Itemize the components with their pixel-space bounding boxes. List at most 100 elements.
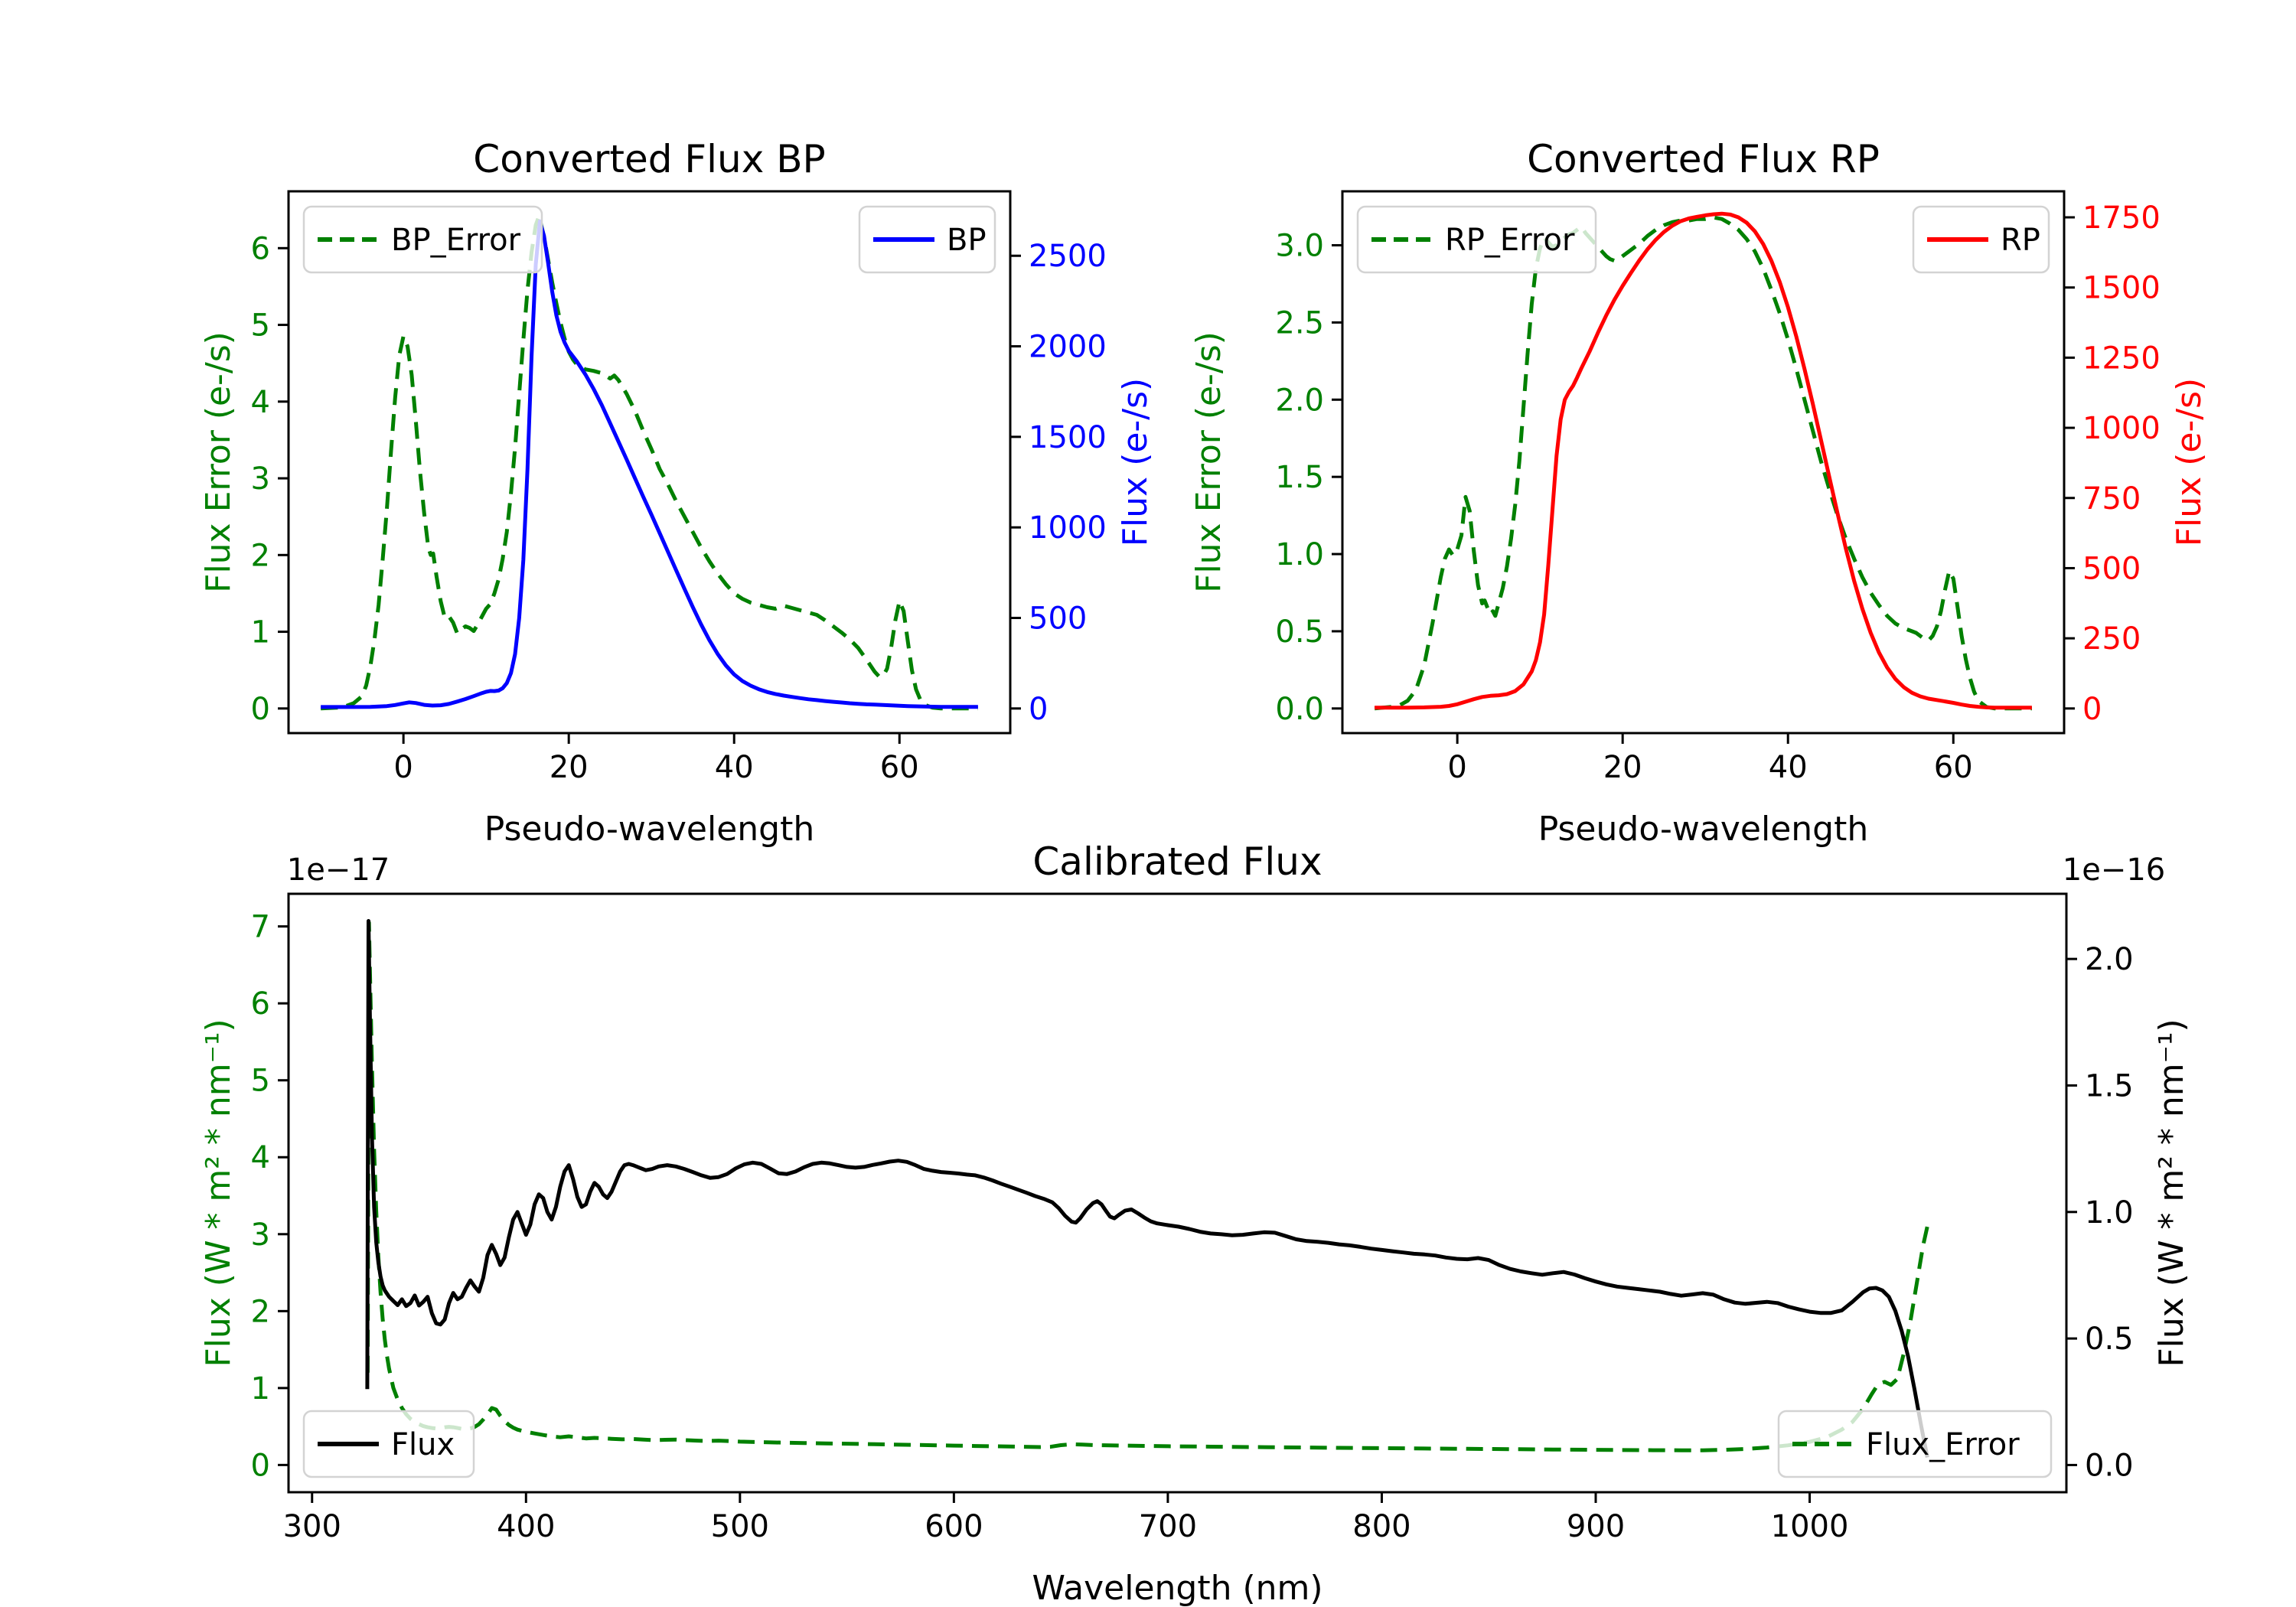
legend-label: RP_Error [1445, 223, 1575, 258]
rp-y-axis-label-right: Flux (e-/s) [2170, 378, 2209, 546]
legend-label: BP [947, 223, 987, 258]
rp-y-tick-label-left: 1.0 [1275, 537, 1324, 572]
cal-y-tick-label-left: 4 [251, 1140, 270, 1175]
rp-x-axis-label: Pseudo-wavelength [1538, 810, 1869, 849]
bp-y-tick-label-left: 1 [251, 615, 270, 650]
legend-rp-error: RP_Error [1356, 205, 1597, 274]
bp-y-tick-label-left: 3 [251, 461, 270, 497]
cal-offset-text-right: 1e−16 [2063, 852, 2165, 888]
cal-y-tick-label-right: 1.5 [2085, 1068, 2134, 1103]
cal-y-tick-label-right: 0.5 [2085, 1322, 2134, 1357]
cal-y-tick-label-left: 0 [251, 1448, 270, 1483]
bp-x-tick-label: 40 [715, 750, 754, 785]
rp-y-tick-label-right: 1750 [2082, 200, 2161, 236]
rp-y-tick-label-left: 2.5 [1275, 305, 1324, 341]
rp-error-curve [1374, 215, 2032, 711]
legend-frame [302, 1410, 475, 1478]
cal-x-tick-label: 1000 [1771, 1509, 1849, 1544]
bp-y-tick-label-left: 5 [251, 308, 270, 344]
bp-y-tick-label-left: 2 [251, 538, 270, 573]
cal-x-tick-label: 900 [1567, 1509, 1625, 1544]
bp-curves [320, 214, 978, 711]
legend-frame [1356, 205, 1597, 274]
subplot-bp: 0 20 40 60012345605001000150020002500Conver… [199, 137, 1155, 849]
cal-x-axis-label: Wavelength (nm) [1032, 1569, 1322, 1607]
legend-label: Flux_Error [1866, 1427, 2020, 1462]
legend-rp: RP [1912, 205, 2050, 274]
cal-x-tick-label: 600 [925, 1509, 983, 1544]
flux-curve [365, 919, 1929, 1458]
bp-y-tick-label-right: 1000 [1029, 510, 1107, 546]
rp-x-tick-label: 0 [1447, 750, 1466, 785]
rp-plot-area [1342, 191, 2064, 733]
bp-y-tick-label-left: 6 [251, 231, 270, 266]
cal-x-tick-label: 300 [283, 1509, 341, 1544]
rp-y-tick-label-right: 1000 [2082, 411, 2161, 446]
cal-y-tick-label-left: 6 [251, 986, 270, 1022]
bp-error-curve [320, 214, 978, 711]
legend-flux-error: Flux_Error [1777, 1410, 2053, 1478]
legend-bp-error: BP_Error [302, 205, 543, 274]
cal-spines [287, 892, 2068, 1494]
bp-y-tick-label-right: 500 [1029, 601, 1087, 637]
bp-x-tick-label: 60 [880, 750, 919, 785]
bp-spines [287, 190, 1012, 735]
rp-y-tick-label-right: 750 [2082, 481, 2141, 517]
bp-y-tick-label-left: 0 [251, 692, 270, 727]
rp-curve [1375, 211, 2032, 710]
subplot-cal: 300 400 500 600 700 800 900 1000 0 1 2 3 4 5 6 7 0.0 0.5 1… [199, 839, 2191, 1607]
rp-x-tick-label: 60 [1934, 750, 1973, 785]
rp-y-tick-label-left: 1.5 [1275, 460, 1324, 495]
rp-y-tick-label-right: 1500 [2082, 271, 2161, 306]
cal-x-tick-label: 700 [1139, 1509, 1197, 1544]
bp-y-tick-label-left: 4 [251, 385, 270, 420]
rp-y-tick-label-left: 3.0 [1275, 229, 1324, 264]
cal-y-tick-label-left: 2 [251, 1294, 270, 1329]
rp-y-tick-label-left: 0.0 [1275, 692, 1324, 727]
cal-y-axis-label-right: Flux (W * m² * nm⁻¹) [2152, 1019, 2191, 1367]
legend-frame [302, 205, 543, 274]
rp-curves [1374, 211, 2032, 711]
bp-y-tick-label-right: 2500 [1029, 239, 1107, 274]
bp-y-tick-label-right: 0 [1029, 692, 1048, 727]
cal-y-tick-label-right: 0.0 [2085, 1448, 2134, 1483]
legend-bp: BP [858, 205, 996, 274]
rp-y-tick-label-right: 0 [2082, 692, 2102, 727]
cal-y-tick-label-left: 3 [251, 1217, 270, 1253]
subplot-rp: 0 20 40 60 0.0 0.5 1.0 1.5 2.0 2.5 3.0 0 250 500 750 10… [1189, 137, 2209, 849]
cal-y-tick-label-left: 7 [251, 910, 270, 945]
cal-y-tick-label-right: 1.0 [2085, 1195, 2134, 1231]
cal-offset-text-left: 1e−17 [287, 852, 390, 888]
bp-title: Converted Flux BP [473, 137, 825, 181]
rp-y-tick-label-left: 0.5 [1275, 614, 1324, 650]
bp-y-axis-label-right: Flux (e-/s) [1116, 378, 1155, 546]
rp-title: Converted Flux RP [1527, 137, 1880, 181]
bp-curve [321, 219, 978, 709]
bp-y-tick-label-right: 1500 [1029, 420, 1107, 455]
cal-y-tick-label-left: 1 [251, 1371, 270, 1407]
rp-y-tick-label-left: 2.0 [1275, 383, 1324, 418]
rp-y-axis-label-left: Flux Error (e-/s) [1189, 331, 1228, 593]
cal-y-tick-label-left: 5 [251, 1064, 270, 1099]
rp-y-tick-label-right: 500 [2082, 551, 2141, 586]
rp-y-tick-label-right: 250 [2082, 621, 2141, 657]
bp-x-tick-label: 0 [393, 750, 413, 785]
cal-plot-area [289, 894, 2066, 1492]
bp-x-axis-label: Pseudo-wavelength [484, 810, 815, 849]
cal-title: Calibrated Flux [1032, 839, 1322, 884]
rp-x-tick-label: 40 [1769, 750, 1808, 785]
bp-y-axis-label-left: Flux Error (e-/s) [199, 331, 238, 593]
cal-x-tick-label: 500 [711, 1509, 769, 1544]
cal-y-axis-label-left: Flux (W * m² * nm⁻¹) [199, 1019, 238, 1367]
legend-flux: Flux [302, 1410, 475, 1478]
legend-label: RP [2001, 223, 2040, 258]
bp-x-tick-label: 20 [550, 750, 589, 785]
legend-frame [1777, 1410, 2053, 1478]
rp-x-tick-label: 20 [1603, 750, 1642, 785]
legend-label: Flux [391, 1427, 455, 1462]
bp-y-tick-label-right: 2000 [1029, 330, 1107, 365]
rp-y-tick-label-right: 1250 [2082, 341, 2161, 376]
rp-spines [1341, 190, 2066, 735]
